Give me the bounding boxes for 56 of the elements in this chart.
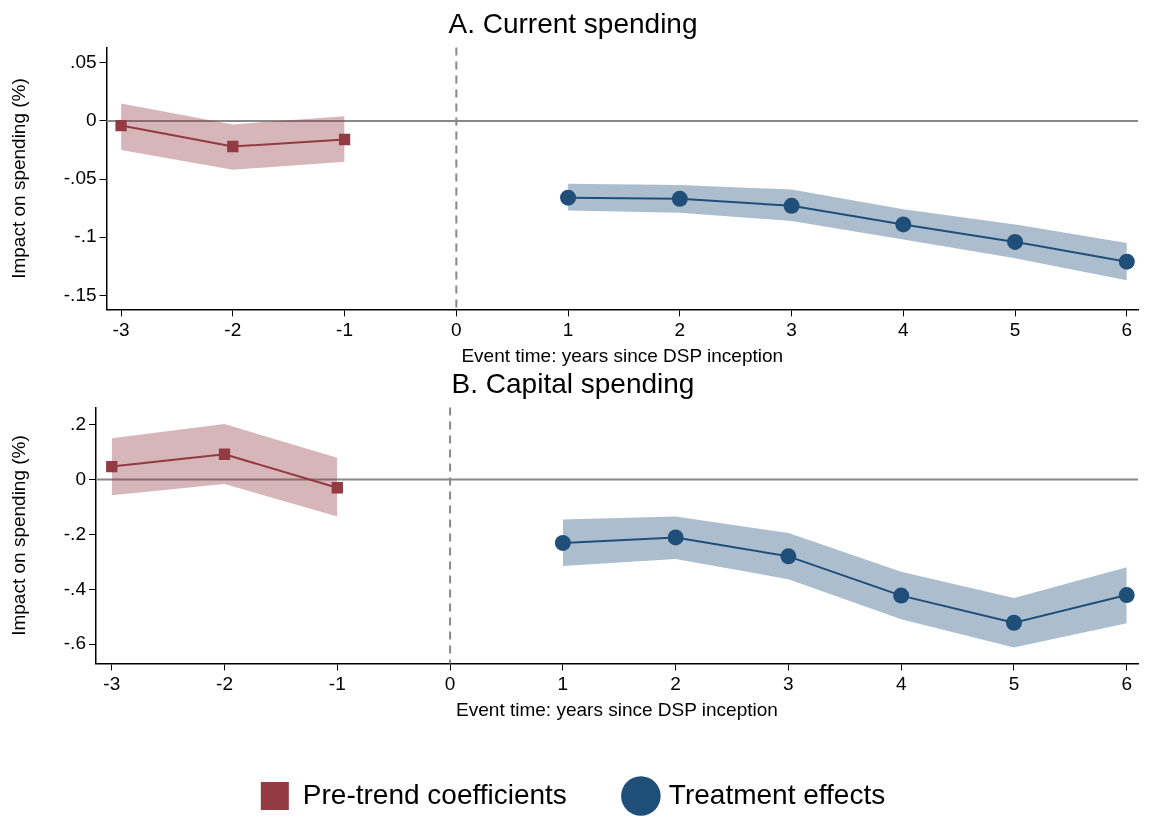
point — [1007, 233, 1024, 250]
y-tick-label: -.6 — [63, 632, 86, 654]
x-tick-label: 3 — [786, 319, 797, 341]
point — [780, 548, 797, 565]
x-tick-label: 1 — [557, 673, 569, 695]
point — [893, 587, 910, 604]
x-tick-label: -1 — [328, 673, 346, 695]
point — [667, 529, 684, 546]
y-tick-label: 0 — [75, 467, 86, 489]
point — [338, 133, 351, 146]
point — [671, 190, 688, 207]
y-tick-label: -.4 — [63, 577, 87, 599]
x-tick-label: 1 — [562, 319, 574, 341]
x-tick-label: 3 — [783, 673, 794, 695]
legend-label: Pre-trend coefficients — [302, 778, 567, 810]
x-tick-label: -2 — [224, 319, 242, 341]
x-tick-label: 2 — [674, 319, 686, 341]
y-tick-label: -.05 — [63, 167, 97, 189]
y-tick-label: .05 — [70, 50, 97, 72]
chart-title: B. Capital spending — [451, 367, 695, 399]
x-tick-label: 0 — [444, 673, 456, 695]
y-axis-title: Impact on spending (%) — [7, 78, 29, 279]
point — [106, 460, 118, 473]
point — [560, 189, 577, 206]
y-tick-label: 0 — [85, 109, 97, 131]
point — [115, 119, 127, 132]
x-tick-label: 6 — [1121, 319, 1133, 341]
y-tick-label: .2 — [70, 412, 86, 434]
y-axis-title: Impact on spending (%) — [7, 435, 29, 636]
point — [1118, 587, 1135, 604]
point — [218, 448, 231, 460]
y-tick-label: -.15 — [63, 283, 97, 305]
y-tick-label: -.1 — [74, 225, 97, 247]
point — [1118, 253, 1135, 270]
point — [895, 216, 912, 233]
x-tick-label: 5 — [1008, 673, 1020, 695]
x-tick-label: -3 — [112, 319, 130, 341]
x-tick-label: 4 — [895, 673, 907, 695]
x-tick-label: -1 — [336, 319, 354, 341]
point — [227, 140, 239, 153]
x-tick-label: 6 — [1121, 673, 1133, 695]
point — [783, 197, 800, 214]
x-tick-label: 0 — [451, 319, 462, 341]
y-tick-label: -.2 — [63, 522, 86, 544]
x-tick-label: -2 — [216, 673, 233, 695]
x-tick-label: -3 — [103, 673, 121, 695]
chart-title: A. Current spending — [448, 7, 698, 39]
x-axis-title: Event time: years since DSP inception — [461, 344, 784, 366]
point — [331, 482, 343, 494]
point — [1005, 614, 1022, 631]
x-tick-label: 5 — [1009, 319, 1021, 341]
legend-label: Treatment effects — [668, 778, 886, 810]
point — [554, 534, 571, 551]
x-tick-label: 4 — [898, 319, 910, 341]
x-tick-label: 2 — [670, 673, 681, 695]
x-axis-title: Event time: years since DSP inception — [456, 698, 778, 720]
